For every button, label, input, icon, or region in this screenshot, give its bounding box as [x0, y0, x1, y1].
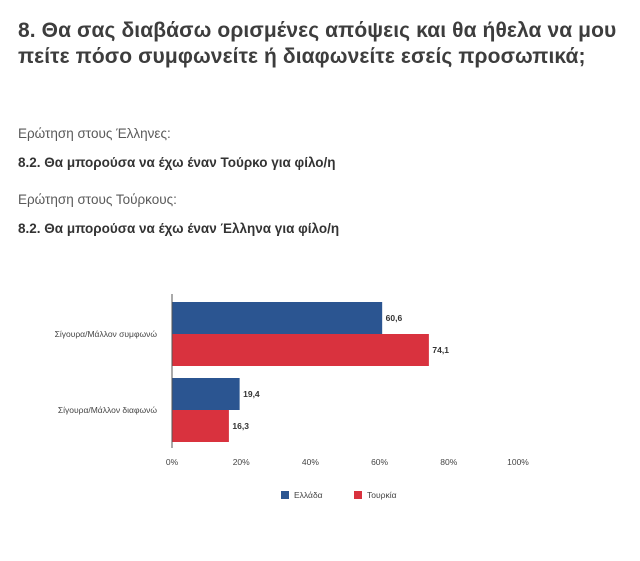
x-tick-label: 100% [507, 457, 529, 467]
legend-label-greece: Ελλάδα [294, 490, 323, 500]
x-tick-label: 0% [166, 457, 179, 467]
legend-label-turkey: Τουρκία [367, 490, 397, 500]
page-title: 8. Θα σας διαβάσω ορισμένες απόψεις και … [18, 19, 617, 68]
bar-greece-1 [172, 302, 383, 334]
x-tick-label: 60% [371, 457, 388, 467]
bar-turkey-2 [172, 410, 229, 442]
bar-greece-2 [172, 378, 240, 410]
question-turks: 8.2. Θα μπορούσα να έχω έναν Έλληνα για … [18, 221, 340, 236]
data-label: 19,4 [243, 389, 260, 399]
data-label: 16,3 [232, 421, 249, 431]
data-label: 74,1 [432, 345, 449, 355]
intro-greeks: Ερώτηση στους Έλληνες: [18, 126, 171, 141]
legend-swatch-turkey [354, 491, 362, 499]
x-tick-label: 40% [302, 457, 319, 467]
x-tick-label: 80% [440, 457, 457, 467]
x-tick-label: 20% [233, 457, 250, 467]
question-greeks: 8.2. Θα μπορούσα να έχω έναν Τούρκο για … [18, 155, 336, 170]
legend-swatch-greece [281, 491, 289, 499]
category-label: Σίγουρα/Μάλλον συμφωνώ [55, 329, 158, 339]
intro-turks: Ερώτηση στους Τούρκους: [18, 192, 177, 207]
bar-turkey-1 [172, 334, 429, 366]
data-label: 60,6 [386, 313, 403, 323]
category-label: Σίγουρα/Μάλλον διαφωνώ [58, 405, 158, 415]
